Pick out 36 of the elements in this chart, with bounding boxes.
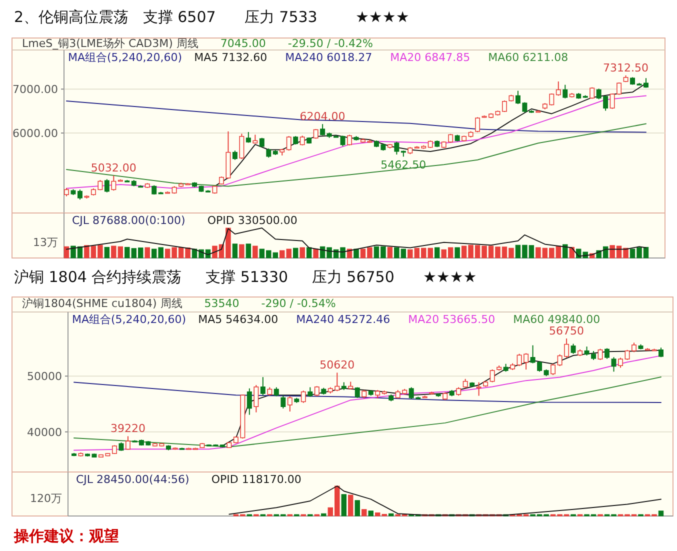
text: MA5 54634.00 [198,313,278,326]
chart-title: 2、伦铜高位震荡 支撑 6507 压力 7533 ★★★★ [14,8,410,26]
annotation: 39220 [110,422,146,436]
chart-title: CJL 87688.00(0:100) [72,214,186,227]
annotation: 50620 [320,358,355,372]
annotation: 7045.00 [220,37,266,50]
text: MA60 49840.00 [513,313,600,326]
text: MA20 6847.85 [390,51,470,64]
text: MA240 6018.27 [285,51,372,64]
annotation: 5462.50 [380,158,426,172]
chart-subtitle: 沪铜1804(SHME cu1804) 周线 [22,297,182,310]
text: 操作建议：观望 [13,527,119,545]
annotation: 5032.00 [90,162,136,175]
legend-title: MA组合(5,240,20,60) [72,313,186,326]
chart-subtitle: LmeS_铜3(LME场外 CAD3M) 周线 [22,37,198,50]
y-tick-label: 40000 [27,426,62,439]
annotation: -29.50 / -0.42% [288,37,373,50]
text: -290 / -0.54% [261,297,336,310]
annotation: 7312.50 [603,61,649,74]
y-tick-label: 50000 [27,370,62,384]
chart-title: 沪铜 1804 合约持续震荡 支撑 51330 压力 56750 ★★★★ [14,268,477,286]
y-tick-label: 7000.00 [12,83,58,96]
legend-title: MA组合(5,240,20,60) [68,51,182,64]
series-label: OPID 118170.00 [211,473,302,486]
text: MA60 6211.08 [488,51,568,64]
text: MA5 7132.60 [194,51,268,64]
annotation: 56750 [549,324,584,338]
y-tick-label: 6000.00 [12,127,58,140]
chart-title: CJL 28450.00(44:56) [76,473,190,486]
series-label: OPID 330500.00 [207,214,298,227]
text: 120万 [30,492,62,505]
annotation: 6204.00 [300,110,346,124]
text: 13万 [33,236,58,249]
text: 53540 [204,297,240,310]
text: MA240 45272.46 [296,313,390,326]
text: MA20 53665.50 [408,313,496,326]
